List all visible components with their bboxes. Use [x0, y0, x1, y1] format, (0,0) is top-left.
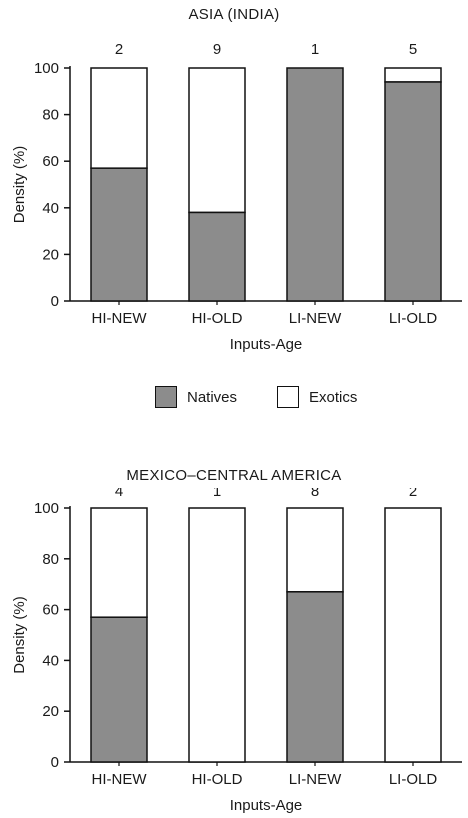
y-tick-label: 100: [34, 500, 59, 517]
legend-natives: Natives: [155, 386, 237, 408]
chart-mexico-central-america: 0 20 40 60 80 100 Density (%) HI-NEW 4 HI-OLD 1 LI-…: [11, 488, 462, 814]
bar-exotics-li-old: [384, 67, 442, 83]
x-tick-label: HI-NEW: [92, 310, 148, 327]
bar-exotics-hi-new: [90, 507, 148, 618]
legend-natives-swatch: [155, 386, 177, 408]
y-tick-label: 60: [42, 602, 59, 619]
y-axis-label: Density (%): [11, 146, 28, 224]
x-axis-label: Inputs-Age: [230, 797, 303, 814]
sample-size-label: 4: [115, 488, 123, 500]
x-tick-label: HI-OLD: [192, 310, 243, 327]
bar-natives-li-old: [384, 81, 442, 302]
y-axis-label: Density (%): [11, 596, 28, 674]
sample-size-label: 2: [115, 41, 123, 58]
bar-exotics-hi-new: [90, 67, 148, 169]
legend-exotics: Exotics: [277, 386, 357, 408]
bar-natives-hi-new: [90, 167, 148, 302]
x-tick-label: HI-NEW: [92, 771, 148, 788]
sample-size-label: 1: [311, 41, 319, 58]
chart-asia-india: 0 20 40 60 80 100 Density (%) HI-NEW 2 HI-OLD 9 LI-…: [11, 41, 462, 353]
x-tick-label: LI-NEW: [289, 771, 342, 788]
y-tick-label: 100: [34, 60, 59, 77]
x-tick-label: LI-OLD: [389, 771, 438, 788]
bar-natives-hi-old: [188, 211, 246, 302]
x-tick-label: LI-NEW: [289, 310, 342, 327]
bar-natives-li-new: [286, 67, 344, 302]
bar-natives-li-new: [286, 591, 344, 763]
legend: Natives Exotics: [0, 386, 468, 412]
bar-exotics-li-new: [286, 507, 344, 593]
bar-exotics-li-old: [384, 507, 442, 763]
y-tick-label: 40: [42, 200, 59, 217]
y-tick-label: 0: [51, 293, 59, 310]
sample-size-label: 9: [213, 41, 221, 58]
legend-natives-label: Natives: [187, 388, 238, 406]
chart-title-mexico: MEXICO–CENTRAL AMERICA: [126, 467, 342, 484]
sample-size-label: 8: [311, 488, 319, 500]
y-tick-label: 60: [42, 153, 59, 170]
y-tick-label: 40: [42, 652, 59, 669]
bar-natives-hi-new: [90, 616, 148, 763]
y-tick-label: 20: [42, 246, 59, 263]
legend-exotics-swatch: [277, 386, 299, 408]
chart-title-asia: ASIA (INDIA): [188, 6, 280, 23]
sample-size-label: 5: [409, 41, 417, 58]
sample-size-label: 2: [409, 488, 417, 500]
bar-exotics-hi-old: [188, 67, 246, 214]
legend-exotics-label: Exotics: [309, 388, 358, 406]
x-axis-label: Inputs-Age: [230, 336, 303, 353]
x-tick-label: LI-OLD: [389, 310, 438, 327]
bar-exotics-hi-old: [188, 507, 246, 763]
y-tick-label: 0: [51, 754, 59, 771]
y-tick-label: 80: [42, 551, 59, 568]
y-tick-label: 20: [42, 703, 59, 720]
y-tick-label: 80: [42, 107, 59, 124]
sample-size-label: 1: [213, 488, 221, 500]
x-tick-label: HI-OLD: [192, 771, 243, 788]
